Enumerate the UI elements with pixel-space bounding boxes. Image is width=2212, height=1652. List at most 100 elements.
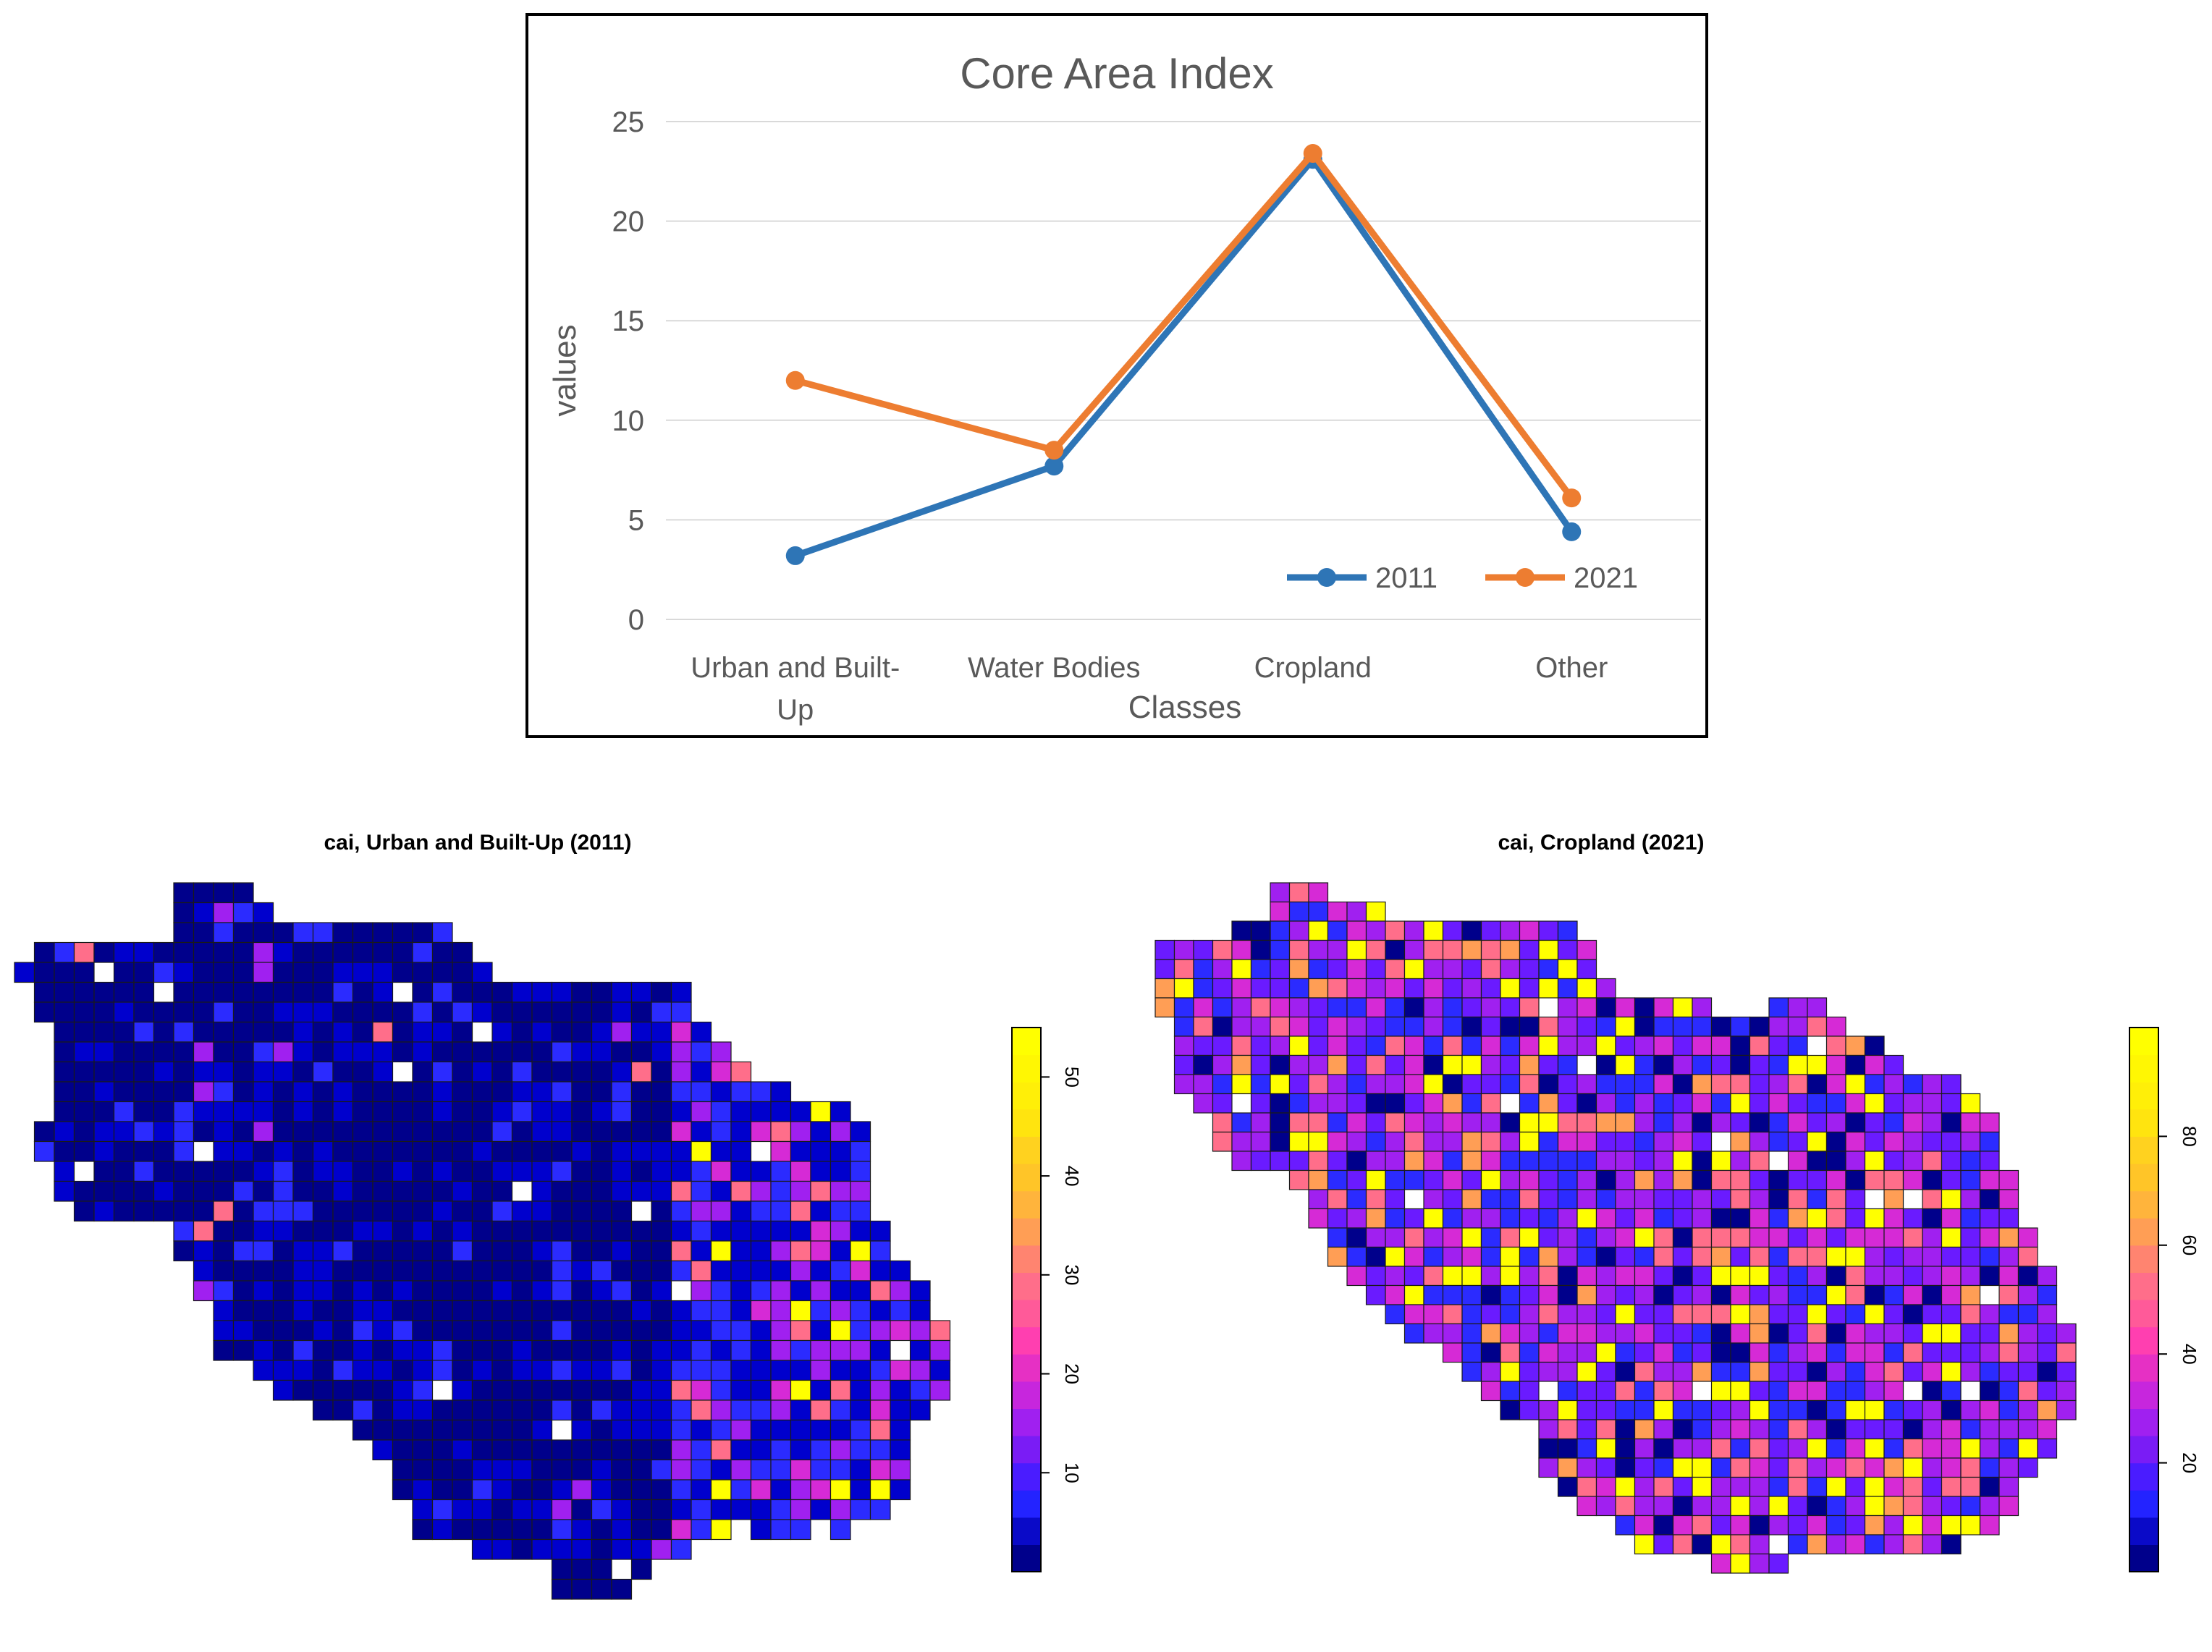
map-cell	[611, 1538, 633, 1560]
map-cell	[750, 1379, 772, 1401]
map-cell	[312, 1399, 334, 1421]
map-cell	[571, 1001, 593, 1023]
colorbar-tick-label: 20	[2179, 1452, 2200, 1473]
map-cell	[431, 1240, 453, 1262]
map-cell	[392, 1360, 413, 1381]
colorbar-segment	[2129, 1517, 2158, 1545]
map-cell	[292, 1360, 314, 1381]
map-cell	[1672, 1515, 1693, 1535]
map-cell	[491, 1200, 513, 1222]
map-cell	[730, 1419, 752, 1441]
map-cell	[1288, 901, 1309, 922]
map-cell	[1960, 1266, 1981, 1287]
map-cell	[491, 1320, 513, 1342]
map-cell	[113, 1061, 135, 1083]
map-cell	[1308, 1074, 1329, 1095]
map-cell	[909, 1339, 931, 1361]
map-cell	[670, 1419, 692, 1441]
map-cell	[1461, 1323, 1482, 1344]
map-cell	[1672, 1016, 1693, 1037]
map-cell	[1442, 997, 1463, 1018]
map-cell	[611, 1041, 633, 1063]
map-cell	[14, 962, 35, 983]
map-cell	[1634, 1381, 1655, 1402]
map-cell	[471, 1041, 493, 1063]
map-cell	[591, 1220, 612, 1242]
map-cell	[551, 1260, 573, 1282]
map-cell	[1787, 1112, 1808, 1133]
map-cell	[173, 1161, 195, 1182]
map-cell	[750, 1180, 772, 1202]
map-cell	[1807, 1381, 1828, 1402]
map-cell	[1423, 1093, 1444, 1114]
map-cell	[591, 1379, 612, 1401]
map-cell	[1576, 1399, 1597, 1420]
map-cell	[1500, 1016, 1521, 1037]
map-cell	[511, 1339, 533, 1361]
map-cell	[1653, 1284, 1674, 1305]
map-cell	[551, 1180, 573, 1202]
map-cell	[1768, 1323, 1789, 1344]
map-cell	[1403, 1035, 1424, 1056]
map-cell	[1979, 1457, 2000, 1478]
map-cell	[1557, 1151, 1578, 1172]
map-cell	[1883, 1131, 1904, 1152]
map-cell	[531, 1041, 553, 1063]
map-cell	[1538, 959, 1559, 980]
map-cell	[1442, 920, 1463, 941]
map-cell	[1883, 1381, 1904, 1402]
map-cell	[1288, 959, 1309, 980]
map-cell	[1653, 1399, 1674, 1420]
map-cell	[1403, 1246, 1424, 1267]
map-cell	[1461, 1074, 1482, 1095]
map-cell	[1480, 1208, 1501, 1229]
map-cell	[691, 1021, 712, 1043]
map-cell	[850, 1300, 871, 1321]
map-cell	[511, 1538, 533, 1560]
map-cell	[93, 1161, 115, 1182]
map-cell	[1845, 1381, 1866, 1402]
map-cell	[1403, 1151, 1424, 1172]
colorbar-segment	[2129, 1028, 2158, 1056]
map-cell	[1960, 1496, 1981, 1517]
map-cell	[412, 1220, 434, 1242]
map-cell	[670, 1439, 692, 1461]
map-cell	[471, 1001, 493, 1023]
map-cell	[2017, 1266, 2038, 1287]
map-cell	[1500, 1381, 1521, 1402]
map-cell	[670, 1121, 692, 1143]
map-cell	[531, 1280, 553, 1302]
map-cell	[1710, 1476, 1731, 1497]
map-cell	[232, 962, 254, 983]
map-cell	[431, 1459, 453, 1481]
map-cell	[1730, 1112, 1751, 1133]
map-cell	[352, 981, 373, 1003]
map-cell	[670, 981, 692, 1003]
map-cell	[531, 1419, 553, 1441]
map-cell	[332, 1161, 354, 1182]
map-cell	[1538, 1438, 1559, 1459]
map-cell	[1365, 1016, 1386, 1037]
map-cell	[253, 1140, 274, 1162]
map-cell	[1807, 1496, 1828, 1517]
map-cell	[1519, 1284, 1540, 1305]
map-cell	[1500, 997, 1521, 1018]
map-cell	[710, 1101, 732, 1122]
map-cell	[232, 1339, 254, 1361]
map-cell	[1365, 1054, 1386, 1075]
map-cell	[691, 1180, 712, 1202]
map-cell	[1365, 1266, 1386, 1287]
map-cell	[1749, 1534, 1770, 1555]
map-cell	[1385, 1227, 1406, 1248]
map-cell	[2017, 1361, 2038, 1382]
colorbar-segment	[2129, 1490, 2158, 1518]
map-cell	[113, 1161, 135, 1182]
map-cell	[292, 1180, 314, 1202]
map-cell	[193, 1081, 214, 1103]
map-cell	[1327, 978, 1348, 999]
map-cell	[1557, 1074, 1578, 1095]
map-cell	[1595, 1361, 1616, 1382]
colorbar-segment	[1012, 1028, 1041, 1056]
map-cell	[1365, 1284, 1386, 1305]
